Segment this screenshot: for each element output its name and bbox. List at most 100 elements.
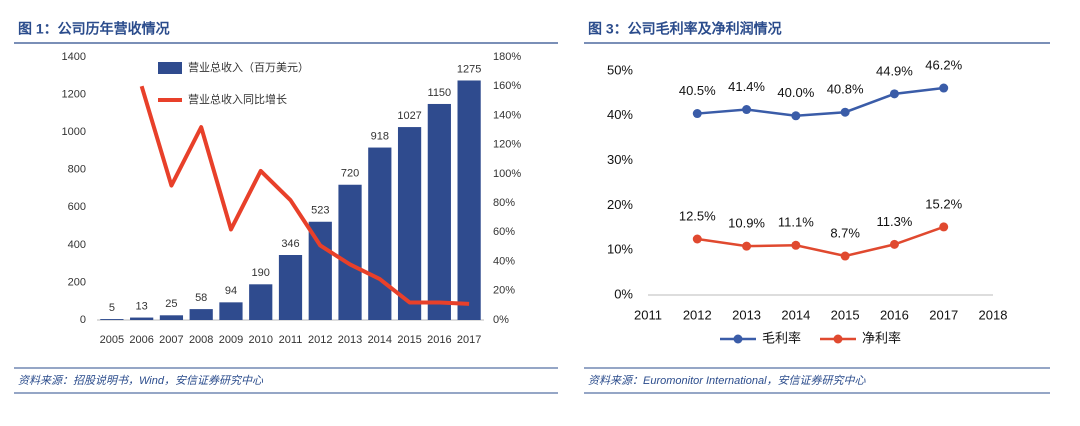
value-label: 40.5% [679,83,716,98]
bar-label: 1027 [397,110,421,122]
point [840,251,850,261]
x-tick-label: 2008 [189,334,213,346]
bar-label: 720 [341,168,359,180]
x-tick-label: 2011 [279,334,303,346]
bar [427,103,451,320]
y-tick-label: 20% [607,197,633,212]
bar [278,255,303,320]
y2-tick-label: 100% [493,168,521,180]
bar-label: 13 [136,300,148,312]
bar [219,302,243,320]
y2-tick-label: 80% [493,197,515,209]
y-tick-label: 50% [607,62,633,77]
line [139,85,470,306]
x-tick-label: 2014 [781,307,810,322]
legend-label: 营业总收入同比增长 [188,92,287,106]
bar [397,127,422,321]
x-tick-label: 2016 [427,334,451,346]
x-tick-label: 2015 [831,307,860,322]
bar [308,221,332,320]
value-label: 11.1% [778,215,814,230]
point [692,109,702,119]
bar [457,80,481,320]
value-label: 41.4% [728,79,765,94]
bar-label: 94 [225,285,237,297]
y-tick-label: 0% [614,286,633,301]
point [742,241,752,251]
bar-label: 523 [311,205,329,217]
bar [189,309,213,320]
y-tick-label: 30% [607,152,633,167]
legend-swatch [158,62,182,74]
bar [368,147,392,320]
y2-tick-label: 60% [493,226,515,238]
legend-label: 营业总收入（百万美元） [188,60,309,74]
bar-label: 918 [371,130,389,142]
x-tick-label: 2005 [100,334,124,346]
y2-tick-label: 40% [493,255,515,267]
bar [130,317,154,320]
x-tick-label: 2006 [129,334,153,346]
legend-swatch [733,334,743,344]
source: 资料来源：招股说明书，Wind，安信证券研究中心 [18,374,264,387]
point [791,240,801,250]
line [697,86,944,118]
x-tick-label: 2012 [308,334,332,346]
bar [159,315,184,320]
chart-2: 0% 10% 20% 30% 40% 50% 2011 2012 2013 2014 2015 201… [607,57,1007,345]
point [692,234,702,244]
y-tick-label: 400 [68,239,86,251]
y-tick-label: 200 [68,276,86,288]
x-tick-label: 2018 [979,307,1008,322]
x-tick-label: 2015 [397,334,421,346]
x-tick-label: 2011 [634,307,662,322]
value-label: 44.9% [876,63,913,78]
x-tick-label: 2013 [732,307,761,322]
value-label: 40.0% [777,85,814,100]
chart-title: 图 3：公司毛利率及净利润情况 [588,21,782,37]
line [697,225,945,258]
source: 资料来源：Euromonitor International，安信证券研究中心 [588,374,867,387]
x-tick-label: 2010 [248,334,272,346]
x-tick-label: 2013 [338,334,362,346]
y2-tick-label: 140% [493,109,521,121]
point [791,111,801,121]
bar [249,284,273,320]
y-tick-label: 1000 [62,126,86,138]
y-tick-label: 1200 [62,88,86,100]
bar-label: 58 [195,292,207,304]
value-label: 8.7% [830,225,860,240]
x-tick-label: 2009 [219,334,243,346]
bar-label: 1275 [457,63,481,75]
value-label: 11.3% [876,214,912,229]
point [840,107,850,117]
y-tick-label: 1400 [62,51,86,63]
bar [338,184,362,320]
x-tick-label: 2016 [880,307,909,322]
x-tick-label: 2017 [929,307,958,322]
value-label: 40.8% [827,82,864,97]
chart-1: 0 200 400 600 800 1000 1200 1400 0% 20% 40% 60% 80% 1… [62,51,522,346]
y-tick-label: 10% [607,242,633,257]
bar-label: 25 [165,298,177,310]
point [889,239,899,249]
y-tick-label: 40% [607,107,633,122]
bar-label: 190 [252,267,270,279]
chart-title: 图 1：公司历年营收情况 [18,21,170,37]
value-label: 12.5% [679,208,716,223]
value-label: 15.2% [925,196,962,211]
bar-label: 346 [281,238,299,250]
y2-tick-label: 0% [493,314,509,326]
y2-tick-label: 120% [493,139,521,151]
point [742,105,752,115]
legend-swatch [833,334,843,344]
point [889,89,899,99]
x-tick-label: 2014 [368,334,392,346]
legend-label: 净利率 [862,330,901,345]
legend-label: 毛利率 [762,330,801,345]
bar-label: 1150 [428,87,452,99]
y-tick-label: 600 [68,201,86,213]
value-label: 10.9% [728,216,765,231]
point [939,222,949,232]
